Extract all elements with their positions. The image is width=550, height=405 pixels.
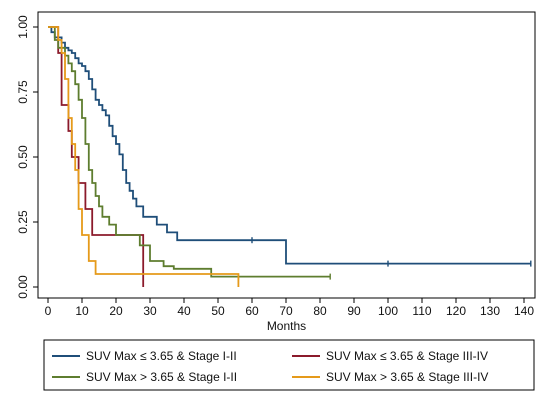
x-tick-label: 60 bbox=[245, 304, 259, 318]
x-axis-title: Months bbox=[267, 319, 306, 333]
x-tick-label: 80 bbox=[313, 304, 327, 318]
y-tick-label: 1.00 bbox=[16, 15, 30, 39]
x-tick-label: 90 bbox=[347, 304, 361, 318]
legend: SUV Max ≤ 3.65 & Stage I-II SUV Max ≤ 3.6… bbox=[43, 339, 535, 391]
x-tick-label: 70 bbox=[279, 304, 293, 318]
x-tick-label: 50 bbox=[211, 304, 225, 318]
x-tick-label: 130 bbox=[480, 304, 500, 318]
y-tick-label: 0.75 bbox=[16, 80, 30, 104]
legend-box bbox=[43, 339, 535, 391]
axes: 0 10 20 30 40 50 60 70 80 90 100 110 120 130 140 0.00 0.… bbox=[16, 11, 536, 318]
x-tick-label: 40 bbox=[177, 304, 191, 318]
x-tick-label: 140 bbox=[514, 304, 534, 318]
x-tick-label: 110 bbox=[412, 304, 431, 318]
x-tick-label: 20 bbox=[109, 304, 123, 318]
x-tick-label: 30 bbox=[143, 304, 157, 318]
x-tick-label: 10 bbox=[75, 304, 89, 318]
series-line-2 bbox=[48, 26, 145, 287]
series-line-1 bbox=[48, 26, 531, 265]
x-tick-label: 120 bbox=[446, 304, 466, 318]
series-layer bbox=[48, 26, 532, 287]
legend-label-4: SUV Max > 3.65 & Stage III-IV bbox=[326, 370, 488, 384]
series-line-4 bbox=[48, 26, 240, 287]
legend-label-1: SUV Max ≤ 3.65 & Stage I-II bbox=[86, 349, 237, 363]
y-tick-label: 0.50 bbox=[16, 145, 30, 169]
legend-label-2: SUV Max ≤ 3.65 & Stage III-IV bbox=[326, 349, 488, 363]
y-tick-label: 0.25 bbox=[16, 210, 30, 234]
legend-label-3: SUV Max > 3.65 & Stage I-II bbox=[86, 370, 237, 384]
series-line-3 bbox=[48, 26, 331, 278]
x-tick-label: 100 bbox=[378, 304, 398, 318]
x-tick-label: 0 bbox=[45, 304, 52, 318]
y-tick-label: 0.00 bbox=[16, 275, 30, 299]
